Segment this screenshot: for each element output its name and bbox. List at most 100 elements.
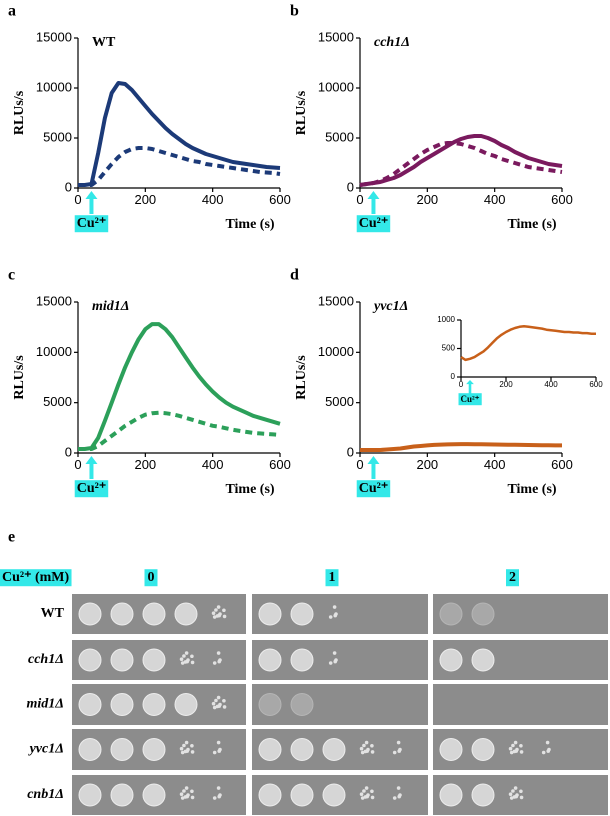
plate <box>433 684 608 725</box>
colony <box>222 614 227 619</box>
x-tick-label: 0 <box>74 192 81 207</box>
highlight <box>74 480 109 498</box>
x-axis-label: Time (s) <box>507 482 556 497</box>
column-header: 0 <box>148 570 155 585</box>
y-tick-label: 10000 <box>318 79 354 94</box>
highlight <box>0 569 72 587</box>
colony-spot <box>258 648 282 672</box>
colony <box>182 654 186 658</box>
colony <box>212 750 217 755</box>
colony <box>183 660 188 664</box>
colony <box>509 750 514 755</box>
colony <box>508 746 513 751</box>
colony <box>546 749 551 753</box>
row-label: WT <box>41 606 65 621</box>
x-tick-label: 200 <box>416 457 438 472</box>
colony-spot <box>142 602 166 626</box>
y-tick-label: 10000 <box>36 79 72 94</box>
x-tick-label: 600 <box>589 380 603 389</box>
colony <box>519 795 524 800</box>
colony <box>392 750 397 755</box>
colony <box>216 605 221 609</box>
column-header: 1 <box>329 570 336 585</box>
colony <box>508 792 513 797</box>
x-tick-label: 200 <box>134 192 156 207</box>
stimulus-label: Cu²⁺ <box>461 394 480 404</box>
colony <box>190 743 194 748</box>
y-tick-label: 1000 <box>437 315 455 324</box>
stimulus-label: Cu²⁺ <box>359 481 388 496</box>
panel-letter: b <box>290 3 299 20</box>
colony <box>370 795 375 800</box>
colony <box>519 743 523 748</box>
colony-spot <box>322 738 346 761</box>
y-tick-label: 10000 <box>318 344 354 359</box>
colony-spot <box>110 738 134 761</box>
x-tick-label: 400 <box>484 192 506 207</box>
colony-spot <box>258 602 282 626</box>
colony <box>184 740 189 745</box>
colony <box>519 750 524 754</box>
colony-spot <box>142 693 166 716</box>
colony-spot <box>142 783 166 807</box>
x-tick-label: 600 <box>551 457 573 472</box>
colony <box>392 796 397 800</box>
data-line <box>78 410 281 451</box>
colony <box>364 786 369 790</box>
colony <box>512 749 517 754</box>
x-tick-label: 200 <box>134 457 156 472</box>
colony <box>190 750 195 754</box>
colony-spot <box>290 738 314 761</box>
y-tick-label: 0 <box>65 179 72 194</box>
column-header: 2 <box>509 570 516 585</box>
strain-label: mid1Δ <box>92 299 130 314</box>
colony <box>184 651 189 655</box>
row-label: yvc1Δ <box>28 742 64 757</box>
colony <box>183 795 188 799</box>
colony <box>190 795 195 800</box>
y-axis-label: RLUs/s <box>294 90 309 135</box>
highlight <box>74 215 109 233</box>
colony <box>512 795 517 799</box>
colony <box>332 651 337 655</box>
colony-spot <box>78 648 102 672</box>
colony <box>328 615 333 619</box>
y-tick-label: 0 <box>451 372 456 381</box>
data-line <box>78 146 281 187</box>
colony <box>397 749 402 753</box>
colony <box>396 740 401 745</box>
strain-label: cch1Δ <box>374 35 410 50</box>
colony-spot <box>258 693 282 716</box>
x-axis-label: Time (s) <box>225 217 274 232</box>
highlight <box>356 480 391 498</box>
colony-spot <box>142 738 166 761</box>
colony <box>362 743 366 748</box>
colony-spot <box>290 602 314 626</box>
data-line <box>78 322 281 451</box>
colony-spot <box>471 602 495 626</box>
colony <box>212 705 217 710</box>
y-tick-label: 0 <box>65 444 72 459</box>
y-tick-label: 0 <box>347 179 354 194</box>
stimulus-arrow <box>85 191 98 214</box>
colony-spot <box>142 648 166 672</box>
colony-spot <box>290 693 314 716</box>
x-tick-label: 600 <box>269 457 291 472</box>
colony <box>519 789 523 794</box>
highlight <box>325 569 339 587</box>
y-tick-label: 15000 <box>36 29 72 44</box>
colony <box>360 750 365 755</box>
colony <box>513 740 518 745</box>
colony-spot <box>78 738 102 761</box>
colony <box>180 796 185 800</box>
x-tick-label: 200 <box>416 192 438 207</box>
data-line <box>359 141 563 187</box>
data-line <box>460 325 596 362</box>
colony <box>332 605 337 609</box>
colony <box>362 789 366 793</box>
colony <box>545 740 550 745</box>
colony-spot <box>290 648 314 672</box>
colony <box>179 792 184 797</box>
colony <box>212 661 217 665</box>
colony <box>363 749 368 754</box>
